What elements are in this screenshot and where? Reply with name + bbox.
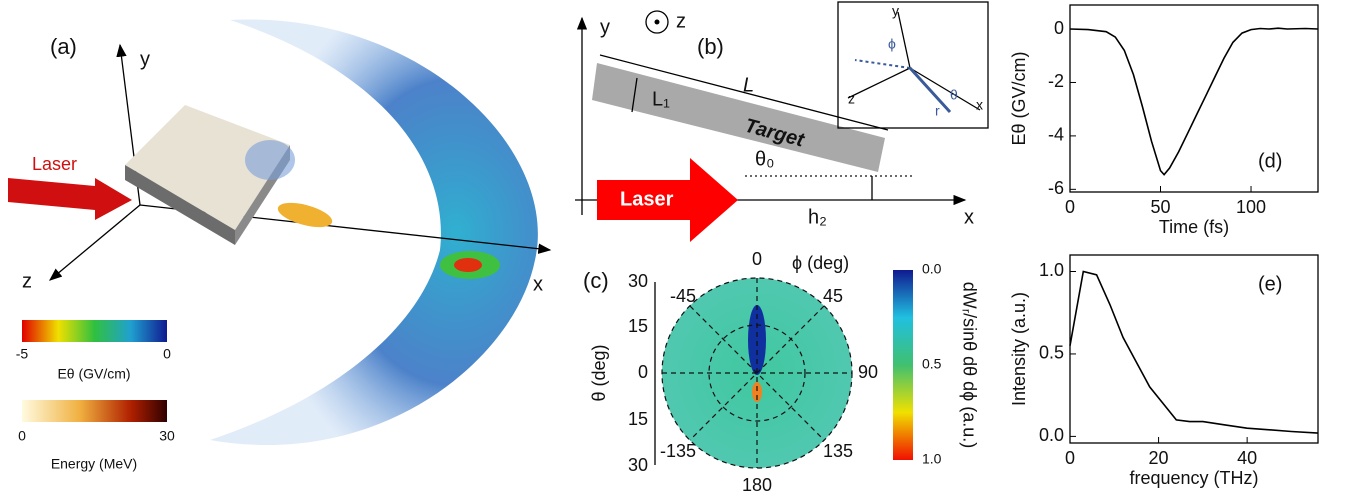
x-axis-label: frequency (THz) (1129, 468, 1258, 488)
phi-label: -135 (660, 441, 696, 461)
phi-label: 135 (823, 441, 853, 461)
y-tick-label: -4 (1048, 125, 1064, 145)
theta-tick: 0 (638, 362, 648, 382)
phi-label: -45 (670, 286, 696, 306)
laser-label: Laser (620, 188, 674, 210)
colorbar-tick: 0 (163, 346, 171, 362)
y-tick-label: 0.0 (1039, 425, 1064, 445)
theta-tick: 30 (628, 455, 648, 475)
theta-title: θ (deg) (589, 344, 609, 401)
axis-label: z (676, 10, 686, 32)
x-axis-label: Time (fs) (1159, 217, 1229, 237)
colorbar (22, 320, 167, 342)
z-out-dot (654, 19, 660, 25)
x-tick-label: 40 (1237, 448, 1257, 468)
y-tick-label: 0.5 (1039, 343, 1064, 363)
phi-label: 90 (858, 362, 878, 382)
panel-label: (b) (697, 34, 724, 59)
axis-z (49, 204, 141, 281)
y-axis-label: Intensity (a.u.) (1009, 292, 1029, 406)
polar-spoke (689, 305, 825, 441)
inset-r (908, 66, 952, 114)
x-tick-label: 0 (1065, 197, 1075, 217)
y-tick-label: 1.0 (1039, 260, 1064, 280)
line (1069, 270, 1319, 434)
panel-label: (c) (583, 268, 609, 293)
electron-bunch (277, 202, 333, 228)
colorbar-tick: 0.5 (922, 356, 942, 372)
inset-label: r (935, 103, 940, 119)
inset-label: ϕ (888, 36, 896, 52)
length-label: L (743, 74, 754, 96)
panel-c: (c) 0 ϕ (deg) -45 45 90 -135 135 180 30 … (583, 249, 979, 495)
h2-label: h₂ (808, 206, 827, 228)
colorbar (22, 400, 167, 422)
colorbar-tick: 1.0 (922, 451, 942, 467)
colorbar (893, 270, 913, 460)
polar-spot (752, 382, 762, 402)
axis-label: y (600, 16, 610, 38)
x-tick-label: 100 (1236, 197, 1266, 217)
y-axis-label: Eθ (GV/cm) (1009, 51, 1029, 145)
x-tick-label: 0 (1065, 448, 1075, 468)
inset-axis (847, 67, 911, 99)
laser-arrow (597, 158, 738, 242)
reflected-field (245, 140, 295, 180)
colorbar-tick: 0 (18, 428, 26, 444)
inset-proj (854, 59, 911, 69)
polar-peak (748, 305, 766, 375)
theta-tick: 15 (628, 316, 648, 336)
inset-label: z (848, 91, 855, 107)
thickness-label: L₁ (652, 88, 670, 110)
colorbar-tick: 0.0 (922, 261, 942, 277)
colorbar-title: dWᵣ/sinθ dθ dϕ (a.u.) (959, 282, 979, 448)
axis-label: x (964, 206, 974, 228)
phi-label: 45 (823, 286, 843, 306)
axis-label: z (22, 270, 32, 292)
phi-label: 180 (742, 475, 772, 495)
panel-b: y z (b) L L₁ Target θ₀ Laser h₂ x y ϕ z … (575, 1, 989, 242)
y-tick-label: -6 (1048, 178, 1064, 198)
inset-axis (909, 67, 981, 111)
laser-label: Laser (32, 154, 77, 174)
axis-label: y (140, 48, 150, 70)
field-core (454, 258, 482, 272)
inset-label: y (892, 3, 899, 19)
target-plate (125, 105, 290, 230)
inset-axis (897, 11, 911, 69)
theta-tick: 15 (628, 409, 648, 429)
colorbar-tick: 30 (159, 428, 175, 444)
length-line (599, 54, 889, 131)
inset (837, 1, 989, 129)
y-tick-label: 0 (1054, 18, 1064, 38)
thickness-line (631, 77, 638, 113)
panel-label: (d) (1258, 150, 1282, 172)
z-out-symbol (645, 10, 669, 34)
x-tick-label: 20 (1149, 448, 1169, 468)
line (1069, 27, 1319, 176)
plot-frame (1069, 4, 1319, 193)
plot-frame (1069, 254, 1319, 444)
panel-label: (a) (50, 34, 77, 59)
axis-label: x (533, 273, 543, 295)
phi-title: ϕ (deg) (792, 253, 849, 273)
panel-label: (e) (1258, 273, 1282, 295)
colorbar-tick: -5 (16, 346, 29, 362)
panel-a: (a) y z x Laser -5 0 Eθ (GV/cm) 0 30 Ene… (8, 19, 552, 472)
laser-arrow (8, 178, 132, 220)
target (592, 63, 885, 172)
colorbar-title: Eθ (GV/cm) (57, 366, 130, 382)
y-tick-label: -2 (1048, 71, 1064, 91)
x-tick-label: 50 (1150, 197, 1170, 217)
target-edge (125, 165, 235, 245)
phi-label: 0 (752, 249, 762, 269)
field-shell (210, 19, 538, 446)
theta-tick: 30 (628, 271, 648, 291)
inset-label: θ (950, 87, 958, 103)
colorbar-title: Energy (MeV) (51, 456, 137, 472)
angle-label: θ₀ (755, 148, 774, 170)
inset-label: x (976, 97, 983, 113)
